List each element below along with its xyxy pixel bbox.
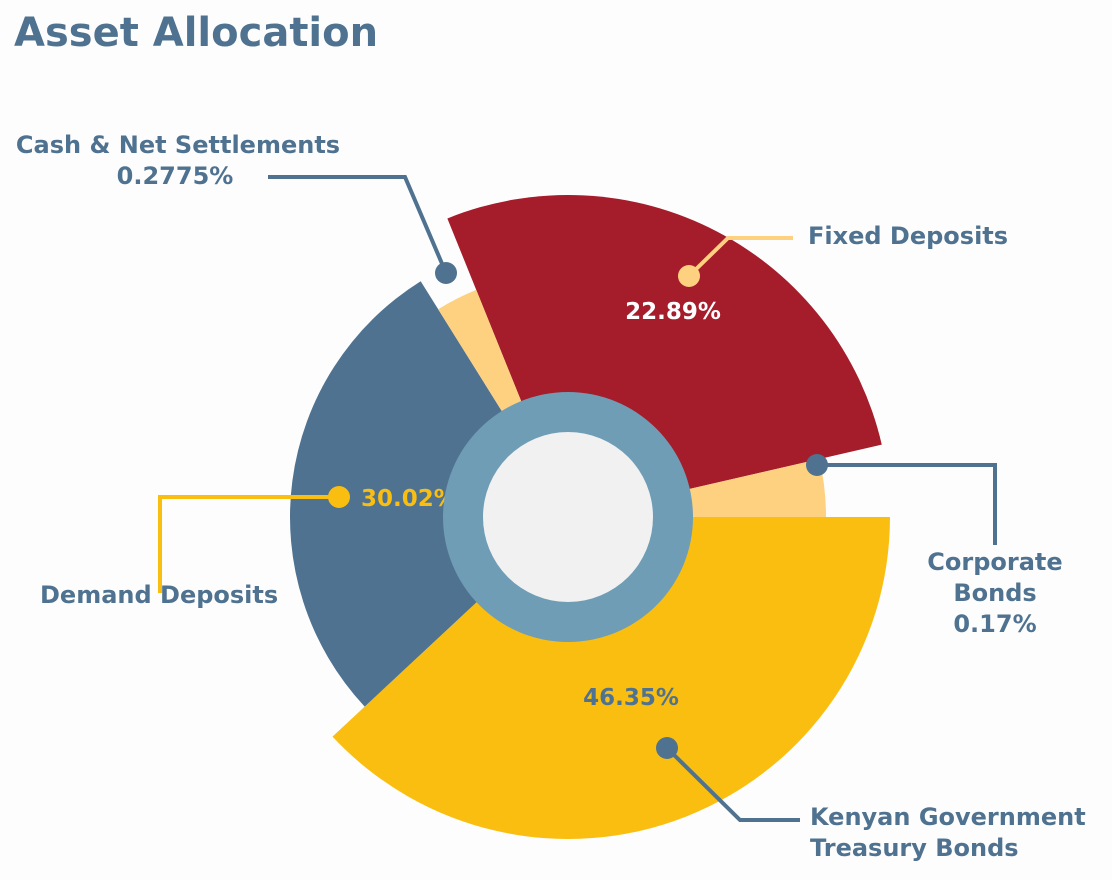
leader-dot-kenyan-bonds — [656, 737, 678, 759]
label-demand-deposits-name: Demand Deposits — [40, 581, 279, 609]
leader-line-fixed-deposits — [687, 236, 793, 278]
callout-fixed-deposits: Fixed Deposits — [808, 221, 1008, 252]
label-kenyan-bonds-line2: Treasury Bonds — [810, 834, 1019, 862]
label-corporate-bonds-value: 0.17% — [953, 610, 1037, 638]
leader-dot-fixed-deposits — [678, 265, 700, 287]
label-corporate-bonds-line1: Corporate — [927, 548, 1063, 576]
leader-line-corporate-bonds — [817, 463, 997, 545]
leader-dot-corporate-bonds — [806, 454, 828, 476]
callout-corporate-bonds: Corporate Bonds 0.17% — [900, 547, 1090, 640]
label-cash-value: 0.2775% — [116, 162, 234, 190]
center-hole — [483, 432, 653, 602]
callout-cash: Cash & Net Settlements 0.2775% — [8, 130, 348, 192]
chart-title: Asset Allocation — [14, 10, 379, 56]
label-fixed-deposits-name: Fixed Deposits — [808, 222, 1009, 250]
callout-demand-deposits: Demand Deposits — [40, 580, 278, 611]
value-label-kenyan-bonds: 46.35% — [583, 685, 679, 711]
leader-dot-demand-deposits — [328, 486, 350, 508]
label-corporate-bonds-line2: Bonds — [953, 579, 1037, 607]
leader-line-cash — [268, 175, 448, 274]
label-cash-name: Cash & Net Settlements — [15, 131, 341, 159]
leader-line-demand-deposits — [158, 495, 339, 593]
value-label-fixed-deposits: 22.89% — [625, 299, 721, 325]
sector-demand-deposits — [290, 281, 568, 707]
sector-kenyan-bonds — [332, 517, 890, 839]
leader-line-kenyan-bonds — [665, 746, 800, 822]
value-label-demand-deposits: 30.02% — [361, 486, 457, 512]
callout-kenyan-bonds: Kenyan Government Treasury Bonds — [810, 802, 1086, 864]
label-kenyan-bonds-line1: Kenyan Government — [810, 803, 1086, 831]
leader-dot-cash — [435, 262, 457, 284]
